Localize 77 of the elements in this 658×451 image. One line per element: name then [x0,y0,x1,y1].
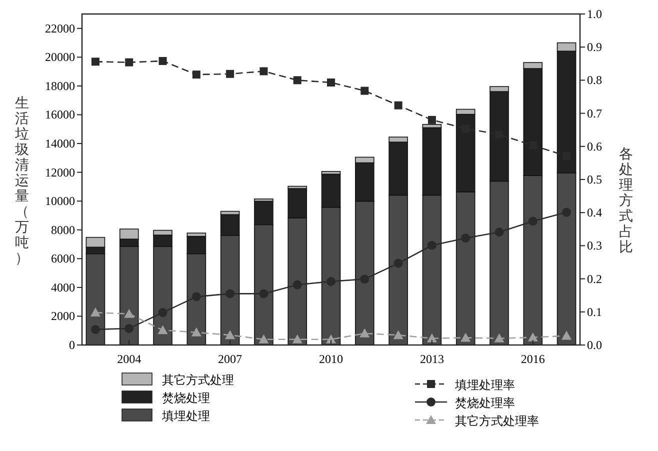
point [562,330,572,340]
y-tick-label: 0 [69,338,75,352]
point [461,234,470,243]
x-tick-label: 2007 [218,352,242,366]
y2-tick-label: 1.0 [587,7,602,21]
point [360,86,369,95]
y-tick-label: 18000 [45,78,75,93]
legend-label: 其它方式处理 [162,373,234,387]
point [258,334,269,344]
point [225,330,236,340]
point [91,58,100,66]
y2-tick-label: 0.9 [587,40,602,54]
x-tick-label: 2016 [520,352,545,366]
y2-tick-label: 0.7 [587,106,602,120]
point [124,308,134,318]
point [494,228,504,237]
point [393,330,404,340]
y-tick-label: 14000 [45,136,75,151]
point [226,70,234,78]
point [292,334,302,344]
point [326,276,336,286]
point [158,308,168,318]
y2-tick-label: 0.2 [587,272,602,286]
y2-tick-label: 0.4 [587,206,602,220]
point [259,289,268,298]
y2-tick-label: 0.6 [587,139,602,154]
point [426,333,437,342]
y-tick-label: 22000 [45,21,75,36]
legend-label: 其它方式处理率 [455,414,539,428]
point [293,76,302,84]
point [90,324,100,334]
point [327,78,335,87]
x-tick-label: 2010 [319,352,343,366]
y2-tick-label: 0.3 [587,238,602,253]
x-tick-label: 2004 [117,352,142,366]
legend-label: 填埋处理 [161,409,210,423]
y-tick-label: 20000 [45,50,75,64]
point [326,334,336,344]
point [460,332,471,342]
legend-label: 焚烧处理 [162,391,210,405]
point [528,332,538,342]
point [90,308,100,317]
point [427,240,436,250]
y-tick-label: 16000 [45,108,75,122]
y2-tick-label: 0.8 [587,73,602,88]
point [191,327,202,336]
y2-tick-label: 0.0 [587,338,602,352]
y2-axis-title: 各处理方式占比 [619,146,633,256]
x-tick-label: 2013 [420,352,444,366]
y-tick-label: 12000 [45,165,75,180]
point [192,292,201,302]
point [292,280,302,290]
point [562,208,572,217]
legend-label: 焚烧处理率 [455,396,515,410]
y-tick-label: 6000 [51,252,75,266]
legend-label: 填埋处理率 [454,378,515,392]
point [428,116,436,124]
point [394,101,402,110]
point [394,258,403,268]
point [260,67,268,76]
y-tick-label: 10000 [45,194,75,208]
y-tick-label: 4000 [51,280,75,294]
point [494,333,504,342]
point [360,274,370,284]
point [125,58,134,66]
point [360,328,370,338]
point [528,216,538,226]
text: 生活垃圾清运量（万吨） [15,96,29,266]
y2-tick-label: 0.1 [587,304,602,319]
y2-tick-label: 0.5 [587,172,602,186]
y-tick-label: 2000 [51,309,75,324]
point [192,70,200,79]
y-tick-label: 8000 [51,222,75,237]
point [158,325,168,334]
point [158,57,167,65]
point [226,289,235,298]
point [124,324,134,333]
